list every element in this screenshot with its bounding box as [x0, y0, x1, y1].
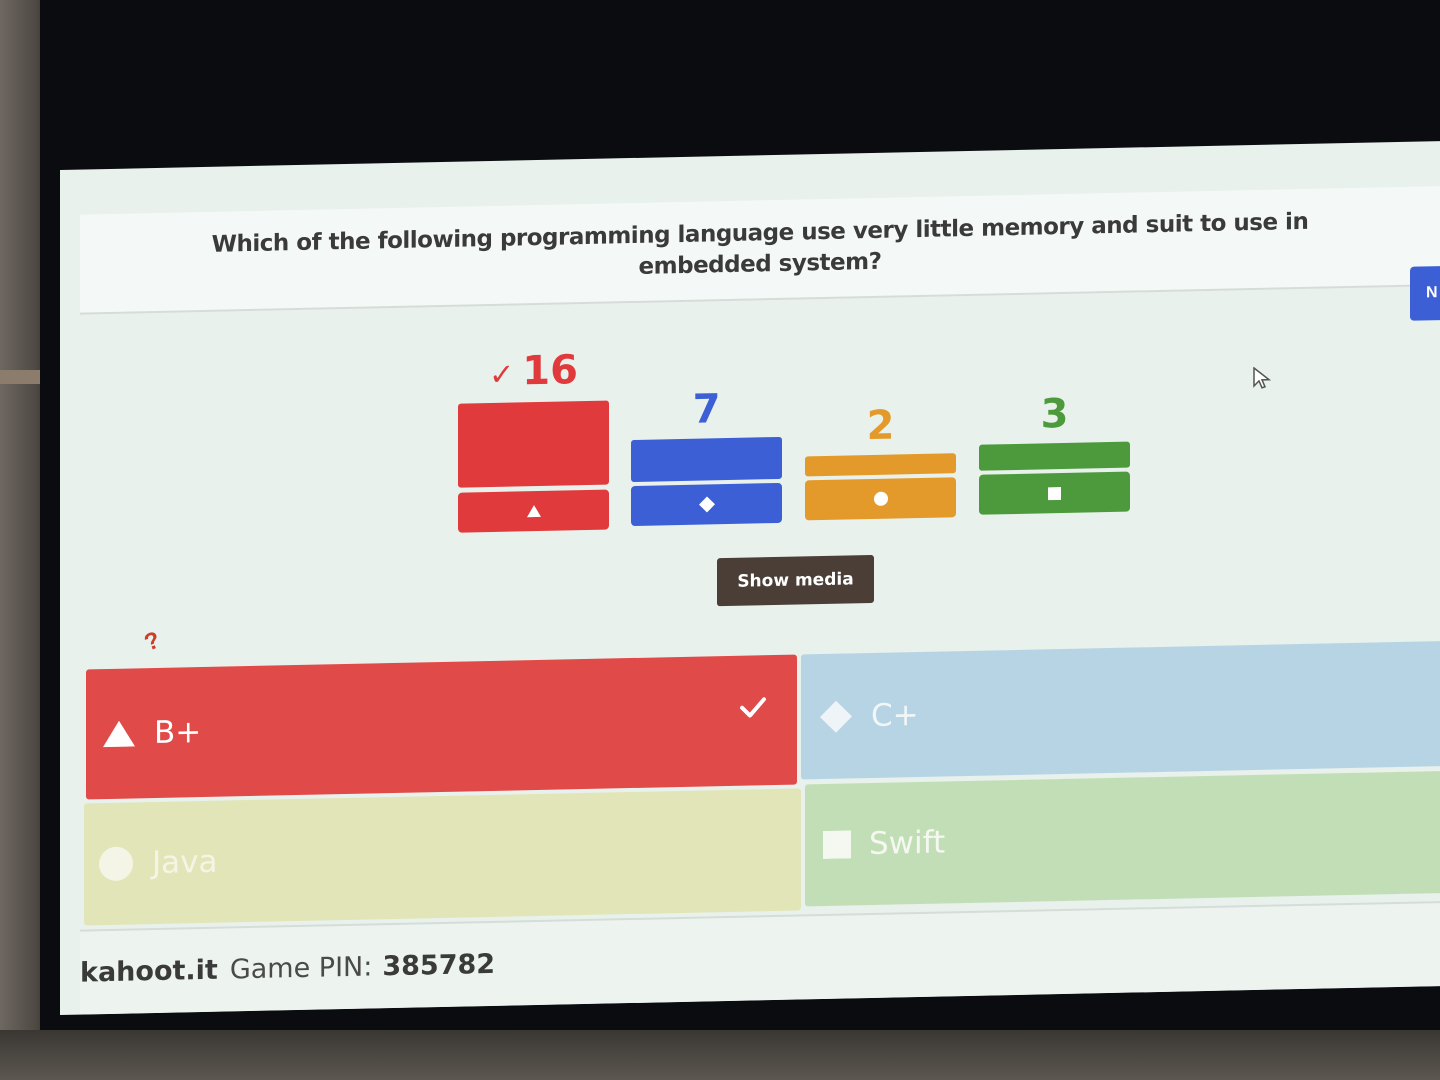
game-pin-label: Game PIN: [230, 951, 373, 985]
handwritten-mark: ? [141, 626, 164, 657]
result-base-triangle [458, 490, 609, 533]
square-icon [823, 830, 851, 859]
result-bar-circle: 2 [805, 401, 956, 534]
site-url: kahoot.it [80, 955, 218, 989]
result-count-triangle: ✓16 [458, 347, 609, 396]
result-bar-triangle: ✓16 [458, 347, 609, 540]
result-bar-square: 3 [979, 390, 1130, 533]
next-button-label: N [1426, 284, 1438, 302]
question-header: Which of the following programming langu… [80, 186, 1440, 314]
correct-check-icon [739, 695, 767, 720]
result-bar-diamond: 7 [631, 385, 782, 538]
result-base-circle [805, 477, 956, 520]
kahoot-screen: Which of the following programming langu… [60, 141, 1440, 1015]
result-count-square: 3 [979, 390, 1130, 439]
answer-label-c-plus: C+ [871, 697, 919, 734]
show-media-button[interactable]: Show media [717, 555, 874, 606]
result-fill-triangle [458, 401, 609, 488]
answer-c-plus[interactable]: C+ [801, 641, 1440, 780]
answer-java[interactable]: Java [84, 788, 801, 925]
game-pin-value: 385782 [382, 949, 495, 982]
mouse-cursor-icon [1252, 367, 1272, 391]
square-icon [1048, 487, 1061, 500]
triangle-icon [102, 719, 136, 748]
result-base-square [979, 472, 1130, 515]
result-count-diamond: 7 [631, 385, 782, 434]
diamond-icon [819, 699, 853, 734]
result-count-circle: 2 [805, 401, 956, 450]
result-fill-circle [805, 453, 956, 476]
circle-icon [873, 491, 889, 507]
triangle-icon [526, 504, 542, 518]
diamond-icon [699, 496, 715, 512]
room-floor [0, 1030, 1440, 1080]
answer-b-plus[interactable]: B+ [86, 655, 797, 800]
result-fill-diamond [631, 437, 782, 482]
answer-swift[interactable]: Swift [805, 771, 1440, 907]
result-base-diamond [631, 483, 782, 526]
correct-check-icon: ✓ [489, 357, 514, 393]
answer-label-java: Java [152, 844, 217, 881]
result-fill-square [979, 442, 1130, 471]
next-button[interactable]: N [1410, 266, 1440, 321]
question-text: Which of the following programming langu… [200, 207, 1320, 292]
answer-label-swift: Swift [869, 824, 945, 862]
answer-label-b-plus: B+ [154, 714, 201, 751]
circle-icon [98, 845, 134, 882]
